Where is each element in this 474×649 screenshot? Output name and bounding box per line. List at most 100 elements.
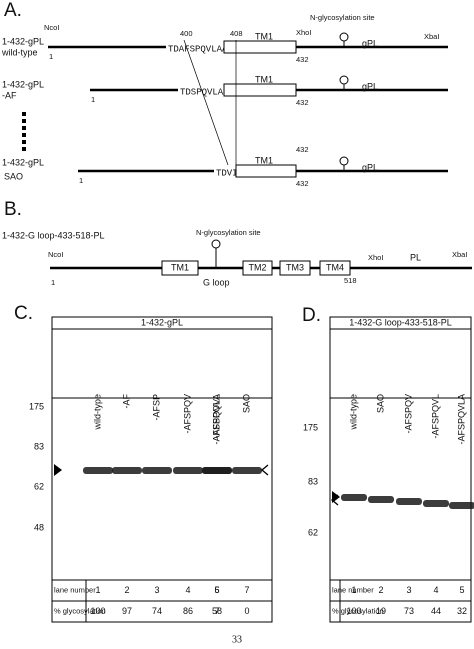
arrow (260, 464, 269, 476)
tm-label: TM1 (255, 74, 273, 84)
marker-label: 175 (29, 401, 44, 411)
gel-band (232, 467, 262, 474)
lane-number: 4 (185, 585, 190, 595)
lane-label: -AFSPQVL (211, 394, 221, 439)
lane-number: 6 (214, 585, 219, 595)
position-label: 408 (230, 29, 243, 38)
lane-label: -AFSPQVL (430, 394, 440, 439)
glycosylation-value: 0 (244, 606, 249, 616)
construct-variant: wild-type (1, 47, 38, 57)
row-label: % glycosylation (332, 606, 384, 615)
marker-label: 48 (34, 522, 44, 532)
arrowhead (54, 464, 62, 476)
glyco-marker (339, 156, 349, 166)
site-label: XhoI (368, 253, 383, 262)
site-label: NcoI (48, 250, 63, 259)
end-position: 432 (296, 145, 309, 154)
marker-label: 175 (303, 422, 318, 432)
end-position: 432 (296, 55, 309, 64)
lane-number: 1 (95, 585, 100, 595)
lane-number: 3 (154, 585, 159, 595)
gel-band (173, 467, 203, 474)
glycosylation-value: 44 (431, 606, 441, 616)
start-position: 1 (79, 176, 83, 185)
glycosylation-value: 73 (404, 606, 414, 616)
lane-label: -AF (121, 394, 131, 409)
sequence: TDSPQVLAAVI (180, 87, 239, 97)
gel-band (449, 502, 474, 509)
panel-label: C. (14, 303, 33, 324)
glyco-marker (211, 239, 221, 249)
page-number: 33 (232, 634, 242, 645)
lane-number: 2 (124, 585, 129, 595)
lane-label: -AFSP (151, 394, 161, 421)
gel-band (142, 467, 172, 474)
site-label: XbaI (424, 32, 439, 41)
lane-number: 7 (244, 585, 249, 595)
lane-label: -AFSPQVLA (211, 394, 221, 445)
lane-label: -AFSPQV (182, 394, 192, 434)
ellipsis-dash (22, 140, 26, 144)
marker-label: 62 (308, 527, 318, 537)
glycosylation-value: 7 (214, 606, 219, 616)
lane-label: wild-type (348, 394, 358, 431)
tm-label: TM1 (171, 262, 189, 272)
construct-header: 1-432-G loop-433-518-PL (349, 317, 452, 327)
tm-box (161, 260, 199, 276)
lane-label: SAO (241, 394, 251, 413)
panel-label: A. (4, 0, 22, 21)
site-label: XhoI (296, 28, 311, 37)
end-position: 432 (296, 98, 309, 107)
lane-number: 5 (459, 585, 464, 595)
row-label: lane number (332, 585, 374, 594)
ellipsis-dash (22, 119, 26, 123)
ellipsis-dash (22, 126, 26, 130)
tm-box (223, 40, 297, 54)
tm-label: TM4 (326, 262, 344, 272)
site-label: NcoI (44, 23, 59, 32)
loop-label: G loop (203, 277, 230, 287)
lane-label: -AFSPQVLA (456, 394, 466, 445)
arrow (330, 494, 339, 506)
gel-band (368, 496, 394, 503)
construct-name: 1-432-G loop-433-518-PL (2, 230, 105, 240)
tm-label: TM1 (255, 155, 273, 165)
gel-band (423, 500, 449, 507)
glycosylation-value: 100 (346, 606, 361, 616)
glycosylation-value: 86 (183, 606, 193, 616)
tm-label: TM2 (249, 262, 267, 272)
glycosylation-value: 19 (376, 606, 386, 616)
marker-label: 62 (34, 481, 44, 491)
tm-label: TM3 (286, 262, 304, 272)
gel-band (202, 467, 232, 474)
ellipsis-dash (22, 112, 26, 116)
lane-number: 2 (378, 585, 383, 595)
construct-variant: SAO (4, 171, 23, 181)
tm-box (223, 83, 297, 97)
panel-label: D. (302, 305, 321, 326)
row-label: lane number (54, 585, 96, 594)
ellipsis-dash (22, 133, 26, 137)
tm-box (242, 260, 273, 276)
panel-label: B. (4, 199, 22, 220)
tm-label: TM1 (255, 31, 273, 41)
row-label: % glycosylation (54, 606, 106, 615)
tm-box (235, 164, 297, 178)
construct-name: 1-432-gPL (2, 36, 44, 46)
lane-number: 4 (433, 585, 438, 595)
tm-box (319, 260, 351, 276)
glycosylation-value: 97 (122, 606, 132, 616)
gel-frame (329, 316, 472, 623)
construct-header: 1-432-gPL (141, 317, 183, 327)
construct-name: 1-432-gPL (2, 79, 44, 89)
construct-name: 1-432-gPL (2, 157, 44, 167)
site-label: N-glycosylation site (310, 13, 375, 22)
lane-number: 5 (214, 585, 219, 595)
lane-label: -AFSPQV (403, 394, 413, 434)
lane-label: wild-type (92, 394, 102, 431)
deletion-guide (183, 39, 229, 166)
sequence: TDVI (216, 168, 238, 178)
start-position: 1 (51, 278, 55, 287)
domain-label: PL (410, 252, 421, 262)
